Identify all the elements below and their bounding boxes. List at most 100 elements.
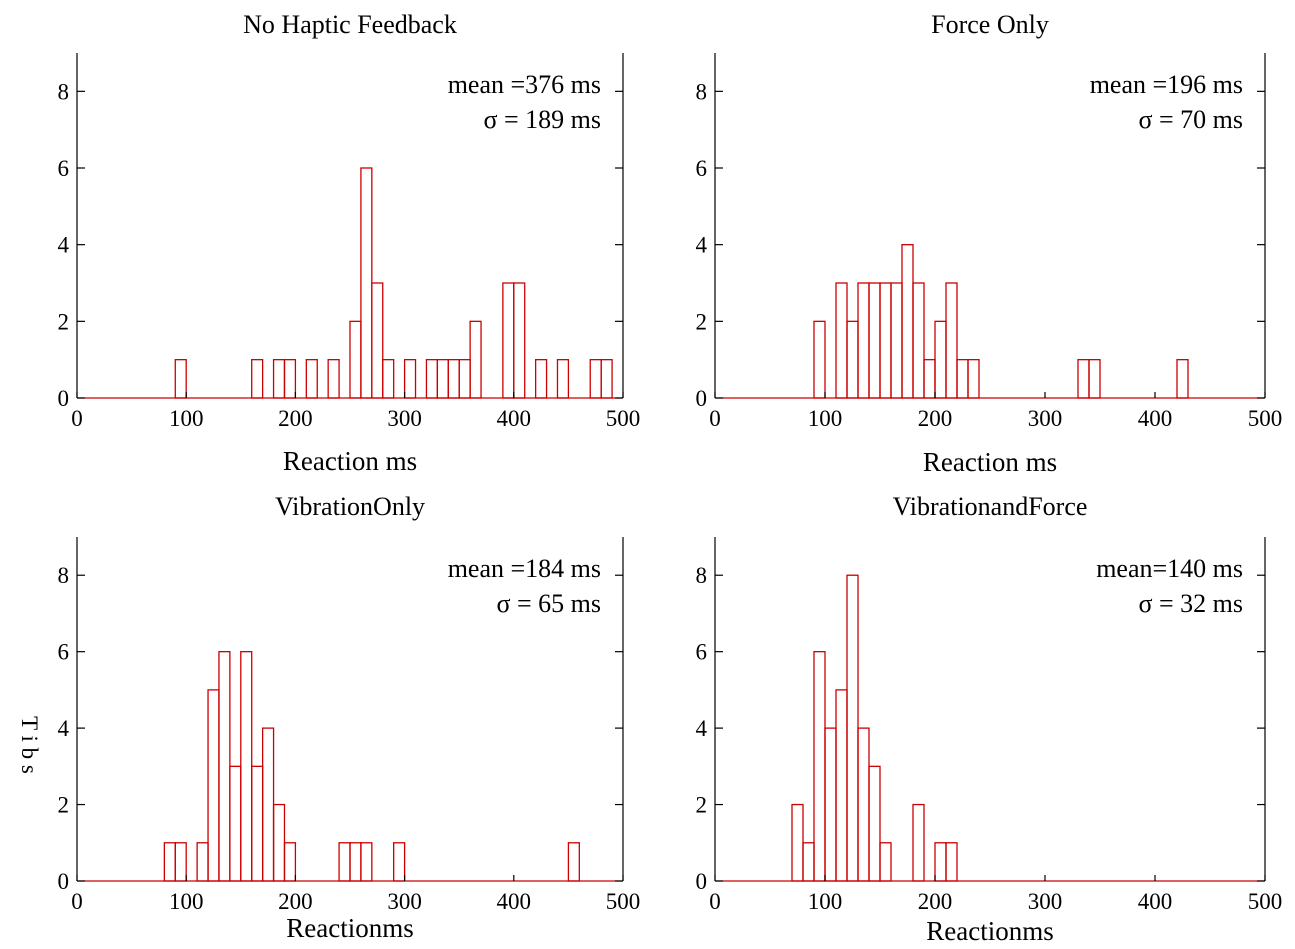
histogram-bar (956, 359, 969, 399)
histogram-bar (879, 282, 892, 399)
x-tick-label: 500 (1248, 889, 1283, 914)
histogram-bar (229, 765, 242, 882)
histogram-bar (502, 282, 515, 399)
histogram-bar (436, 359, 449, 399)
histogram-bar (360, 842, 373, 882)
histogram-bar (174, 842, 187, 882)
y-tick-label: 4 (696, 233, 708, 258)
histogram-bar (824, 727, 837, 882)
chart-title: Force Only (931, 10, 1049, 39)
histogram-bar (802, 842, 815, 882)
histogram-bar (923, 359, 936, 399)
x-tick-label: 200 (918, 889, 953, 914)
x-tick-label: 500 (1248, 406, 1283, 431)
x-tick-label: 0 (71, 889, 83, 914)
y-tick-label: 8 (58, 79, 70, 104)
x-tick-label: 0 (709, 889, 721, 914)
histogram-bar (791, 803, 804, 882)
histogram-bar (272, 803, 286, 882)
histogram-bar (338, 842, 351, 882)
histogram-bar (360, 167, 373, 399)
histogram-bar (447, 359, 460, 399)
histogram-bar (163, 842, 176, 882)
histogram-bar (846, 320, 859, 399)
y-tick-label: 0 (696, 386, 708, 411)
y-tick-label: 0 (696, 869, 708, 894)
y-tick-label: 4 (58, 716, 70, 741)
x-tick-label: 300 (387, 889, 422, 914)
histogram-bar (458, 359, 471, 399)
histogram-bar (868, 765, 881, 882)
histogram-bar (207, 689, 220, 882)
histogram-bar (901, 244, 914, 399)
x-tick-label: 0 (709, 406, 721, 431)
y-tick-label: 6 (696, 640, 708, 665)
mean-annotation: mean =376 ms (448, 70, 601, 99)
histogram-bar (469, 320, 482, 399)
histogram-bar (857, 727, 870, 882)
y-tick-label: 4 (696, 716, 708, 741)
histogram-bar (251, 359, 264, 399)
histogram-bar (534, 359, 548, 399)
x-tick-label: 400 (497, 889, 532, 914)
histogram-bar (305, 359, 318, 399)
x-tick-label: 500 (606, 889, 641, 914)
x-tick-label: 100 (169, 889, 204, 914)
histogram-bar (283, 842, 297, 882)
histogram-bar (945, 282, 958, 399)
y-tick-label: 8 (696, 563, 708, 588)
histogram-panel-3: VibrationOnly 0 2 4 6 8 0 100 200 300 400 500 Reacti… (58, 492, 641, 943)
histogram-bar (349, 842, 362, 882)
mean-annotation: mean =196 ms (1090, 70, 1243, 99)
histogram-bar (600, 359, 613, 399)
histogram-bar (349, 320, 362, 399)
x-axis-label: Reactionms (286, 913, 413, 943)
histogram-bar (868, 282, 881, 399)
y-tick-label: 6 (696, 156, 708, 181)
sigma-annotation: σ = 32 ms (1138, 589, 1243, 618)
histogram-bar (589, 359, 602, 399)
x-tick-label: 200 (278, 889, 313, 914)
x-tick-label: 100 (169, 406, 204, 431)
y-tick-label: 4 (58, 233, 70, 258)
histogram-bar (967, 359, 980, 399)
histogram-bar (813, 320, 826, 399)
histogram-bar (879, 842, 892, 882)
mean-annotation: mean =184 ms (448, 554, 601, 583)
x-tick-label: 400 (1138, 889, 1173, 914)
histogram-bar (567, 842, 580, 882)
x-tick-label: 400 (1138, 406, 1173, 431)
histogram-bar (890, 282, 903, 399)
x-tick-label: 500 (606, 406, 641, 431)
y-tick-label: 2 (696, 309, 708, 334)
histogram-bar (382, 359, 395, 399)
y-tick-label: 0 (58, 386, 70, 411)
x-tick-label: 0 (71, 406, 83, 431)
y-tick-label: 6 (58, 640, 70, 665)
histogram-bar (196, 842, 209, 882)
y-tick-label: 2 (696, 793, 708, 818)
x-axis-label: Reaction ms (283, 446, 417, 476)
histogram-bar (846, 574, 859, 882)
y-tick-label: 2 (58, 793, 70, 818)
histogram-bar (835, 282, 848, 399)
histogram-bar (1077, 359, 1090, 399)
histogram-panel-2: Force Only 0 2 4 6 8 0 100 200 300 400 500 Reaction … (696, 10, 1283, 477)
histogram-bar (218, 651, 231, 882)
y-tick-label: 6 (58, 156, 70, 181)
mean-annotation: mean=140 ms (1096, 554, 1243, 583)
histogram-bar (556, 359, 570, 399)
x-tick-label: 300 (1028, 889, 1063, 914)
histogram-bar (835, 689, 848, 882)
histogram-bar (251, 765, 264, 882)
x-tick-label: 300 (387, 406, 422, 431)
sigma-annotation: σ = 70 ms (1138, 105, 1243, 134)
y-tick-label: 8 (58, 563, 70, 588)
histogram-bar (934, 320, 947, 399)
histogram-bar (371, 282, 384, 399)
histogram-bar (912, 282, 925, 399)
histogram-bar (513, 282, 526, 399)
histogram-bar (912, 803, 925, 882)
histogram-bar (261, 727, 275, 882)
